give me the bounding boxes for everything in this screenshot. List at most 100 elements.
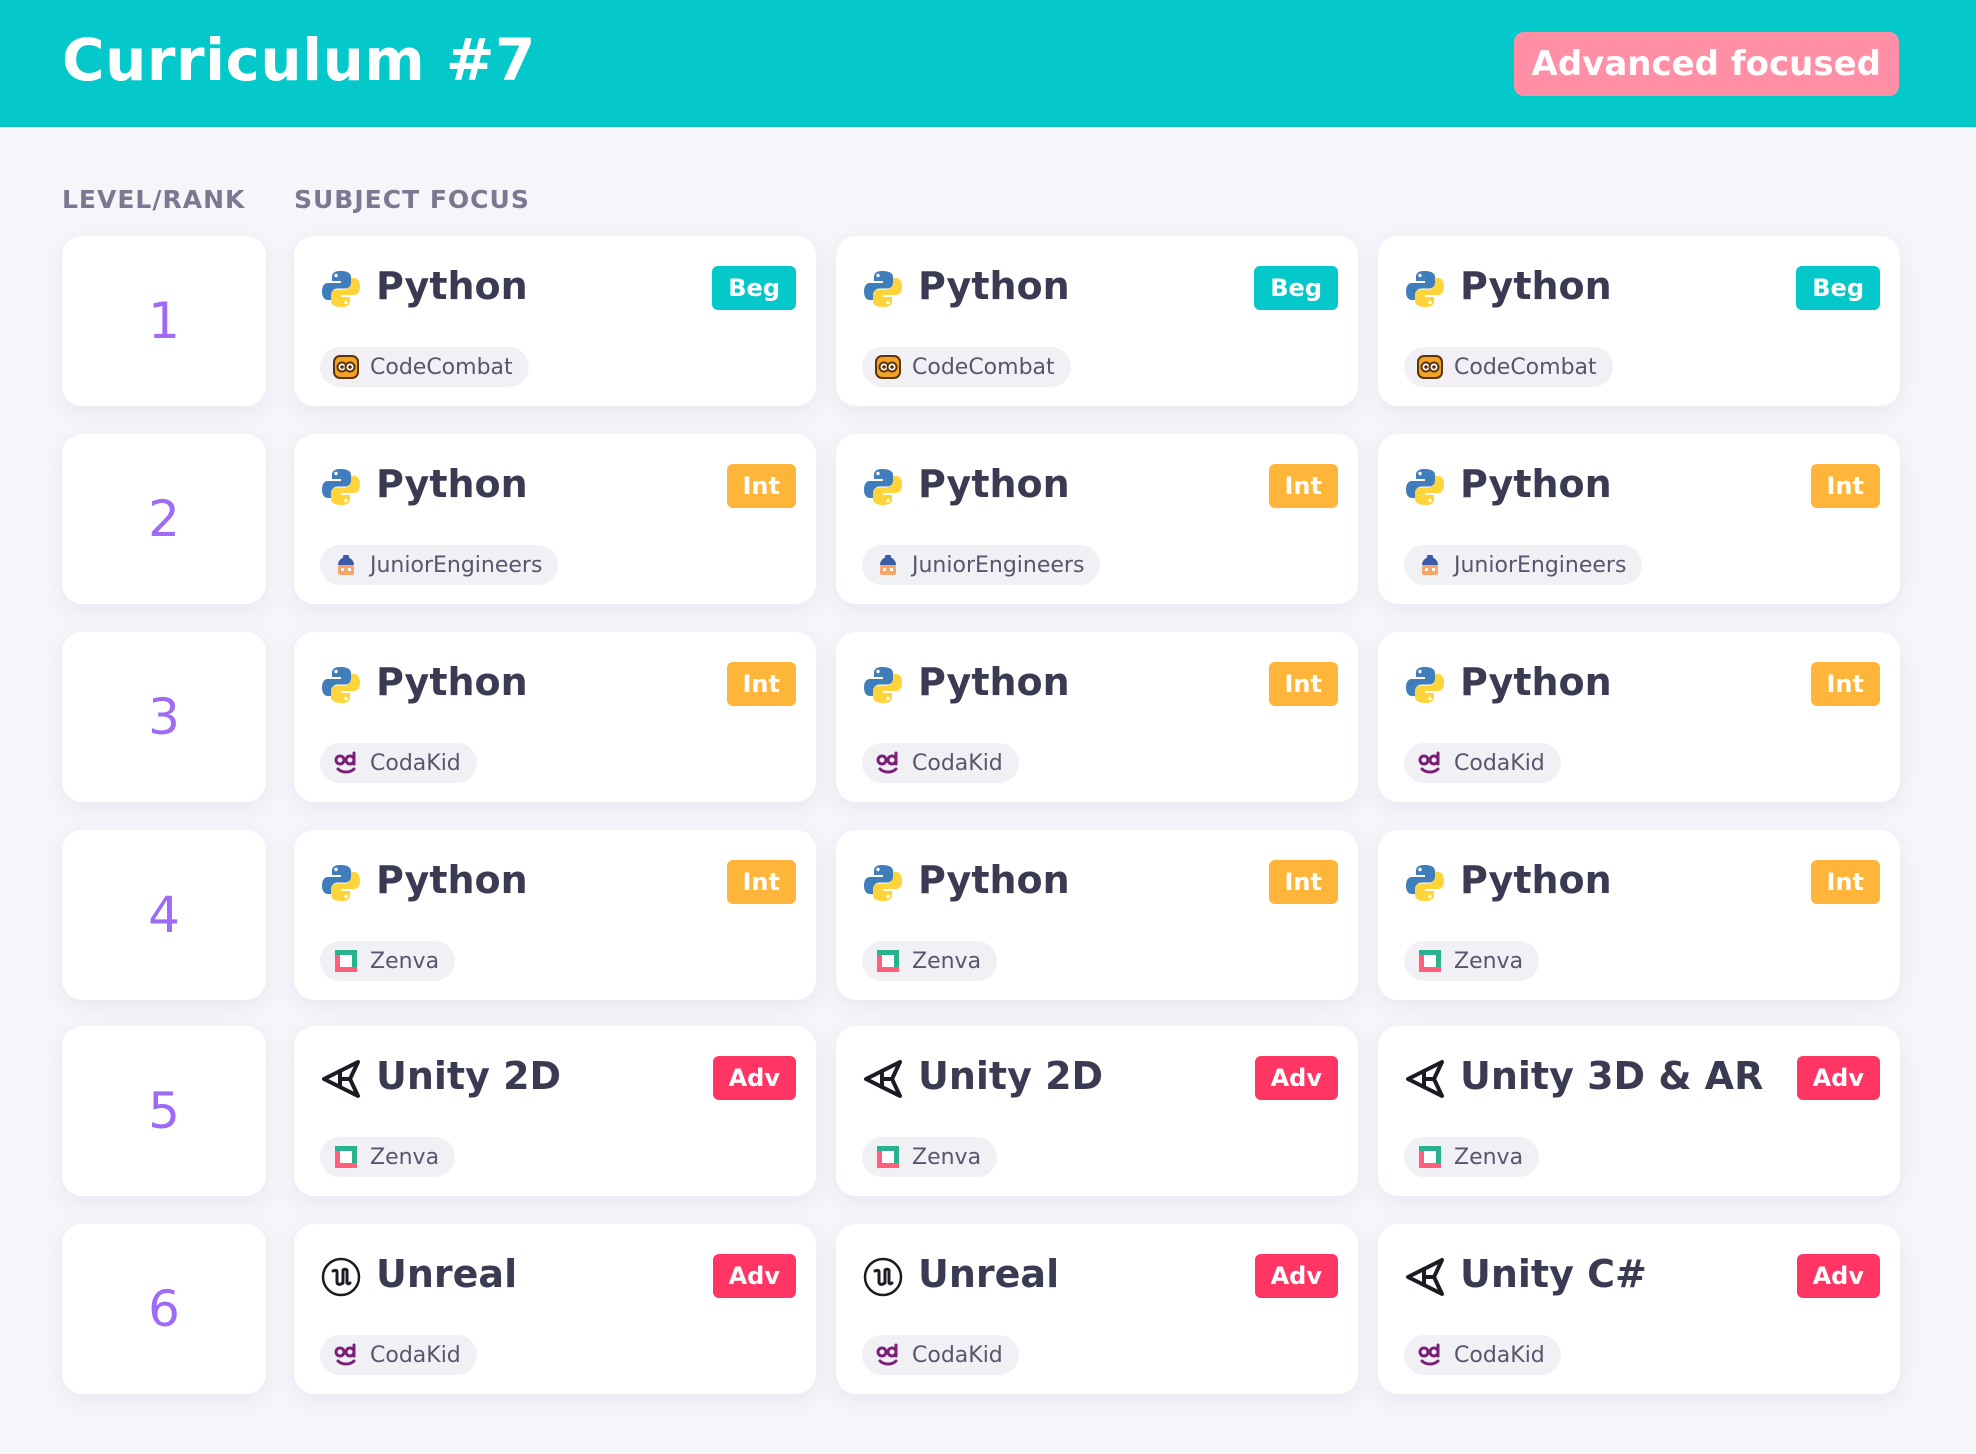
course-card[interactable]: Unreal Adv CodaKid — [836, 1224, 1358, 1394]
level-badge: Adv — [1254, 1254, 1338, 1298]
focus-badge: Advanced focused — [1513, 32, 1899, 96]
course-card[interactable]: Python Int JuniorEngineers — [294, 434, 816, 604]
course-card[interactable]: Unreal Adv CodaKid — [294, 1224, 816, 1394]
python-icon — [1404, 466, 1446, 508]
provider-name: Zenva — [1454, 948, 1524, 974]
subject-name: Python — [376, 264, 528, 308]
subject-name: Python — [376, 858, 528, 902]
subject-name: Unity C# — [1460, 1252, 1647, 1296]
subject-name: Python — [918, 462, 1070, 506]
course-card[interactable]: Python Beg CodeCombat — [294, 236, 816, 406]
course-card[interactable]: Unity 3D & AR Adv Zenva — [1378, 1026, 1900, 1196]
header-bar: Curriculum #7 Advanced focused — [0, 0, 1976, 127]
provider-pill: CodeCombat — [862, 347, 1071, 387]
rank-number: 1 — [148, 292, 180, 350]
unreal-icon — [862, 1256, 904, 1298]
level-badge: Int — [1810, 860, 1880, 904]
unreal-icon — [320, 1256, 362, 1298]
juniorengineers-icon — [1416, 551, 1444, 579]
course-card[interactable]: Python Int JuniorEngineers — [836, 434, 1358, 604]
provider-pill: CodaKid — [320, 743, 477, 783]
codakid-icon — [1416, 1341, 1444, 1369]
rank-number: 6 — [148, 1280, 180, 1338]
course-card[interactable]: Python Int Zenva — [1378, 830, 1900, 1000]
rank-number: 3 — [148, 688, 180, 746]
subject-name: Python — [1460, 660, 1612, 704]
level-badge: Adv — [1796, 1056, 1880, 1100]
rank-number: 5 — [148, 1082, 180, 1140]
provider-pill: CodaKid — [862, 1335, 1019, 1375]
course-card[interactable]: Python Int CodaKid — [836, 632, 1358, 802]
subject-name: Python — [376, 462, 528, 506]
provider-pill: Zenva — [862, 1137, 998, 1177]
unity-icon — [1404, 1256, 1446, 1298]
python-icon — [1404, 862, 1446, 904]
python-icon — [862, 466, 904, 508]
provider-name: Zenva — [1454, 1144, 1524, 1170]
level-badge: Int — [1810, 662, 1880, 706]
subject-focus-column-label: SUBJECT FOCUS — [294, 185, 530, 214]
provider-pill: CodaKid — [1404, 743, 1561, 783]
level-rank-column-label: LEVEL/RANK — [62, 185, 246, 214]
provider-name: CodaKid — [1454, 1342, 1545, 1368]
provider-pill: Zenva — [1404, 1137, 1540, 1177]
subject-name: Python — [1460, 462, 1612, 506]
course-card[interactable]: Python Beg CodeCombat — [836, 236, 1358, 406]
level-badge: Adv — [1796, 1254, 1880, 1298]
course-card[interactable]: Python Beg CodeCombat — [1378, 236, 1900, 406]
course-card[interactable]: Unity 2D Adv Zenva — [836, 1026, 1358, 1196]
course-card[interactable]: Python Int CodaKid — [1378, 632, 1900, 802]
rank-number: 2 — [148, 490, 180, 548]
zenva-icon — [332, 1143, 360, 1171]
course-card[interactable]: Unity 2D Adv Zenva — [294, 1026, 816, 1196]
level-badge: Int — [1810, 464, 1880, 508]
subject-name: Unity 2D — [376, 1054, 562, 1098]
provider-name: Zenva — [370, 948, 440, 974]
rank-number: 4 — [148, 886, 180, 944]
python-icon — [862, 664, 904, 706]
level-badge: Beg — [712, 266, 796, 310]
course-card[interactable]: Python Int JuniorEngineers — [1378, 434, 1900, 604]
provider-pill: Zenva — [1404, 941, 1540, 981]
level-badge: Int — [1268, 464, 1338, 508]
provider-name: CodaKid — [912, 1342, 1003, 1368]
python-icon — [320, 268, 362, 310]
provider-name: CodeCombat — [370, 354, 513, 380]
subject-name: Unity 3D & AR — [1460, 1054, 1764, 1098]
python-icon — [862, 862, 904, 904]
unity-icon — [862, 1058, 904, 1100]
provider-pill: Zenva — [862, 941, 998, 981]
juniorengineers-icon — [874, 551, 902, 579]
zenva-icon — [874, 1143, 902, 1171]
subject-name: Python — [376, 660, 528, 704]
provider-name: JuniorEngineers — [912, 552, 1085, 578]
course-card[interactable]: Python Int CodaKid — [294, 632, 816, 802]
level-badge: Int — [726, 464, 796, 508]
provider-pill: JuniorEngineers — [320, 545, 559, 585]
provider-name: CodaKid — [1454, 750, 1545, 776]
level-badge: Adv — [712, 1056, 796, 1100]
course-card[interactable]: Unity C# Adv CodaKid — [1378, 1224, 1900, 1394]
level-badge: Int — [1268, 662, 1338, 706]
course-card[interactable]: Python Int Zenva — [836, 830, 1358, 1000]
python-icon — [1404, 664, 1446, 706]
provider-name: CodaKid — [912, 750, 1003, 776]
unity-icon — [320, 1058, 362, 1100]
level-badge: Int — [726, 860, 796, 904]
page-title: Curriculum #7 — [62, 26, 536, 94]
level-badge: Adv — [712, 1254, 796, 1298]
course-card[interactable]: Python Int Zenva — [294, 830, 816, 1000]
codecombat-icon — [332, 353, 360, 381]
python-icon — [320, 664, 362, 706]
zenva-icon — [1416, 1143, 1444, 1171]
provider-pill: CodeCombat — [1404, 347, 1613, 387]
level-badge: Adv — [1254, 1056, 1338, 1100]
juniorengineers-icon — [332, 551, 360, 579]
level-badge: Beg — [1254, 266, 1338, 310]
codakid-icon — [1416, 749, 1444, 777]
provider-pill: CodeCombat — [320, 347, 529, 387]
codakid-icon — [332, 1341, 360, 1369]
provider-pill: Zenva — [320, 1137, 456, 1177]
codecombat-icon — [1416, 353, 1444, 381]
zenva-icon — [1416, 947, 1444, 975]
